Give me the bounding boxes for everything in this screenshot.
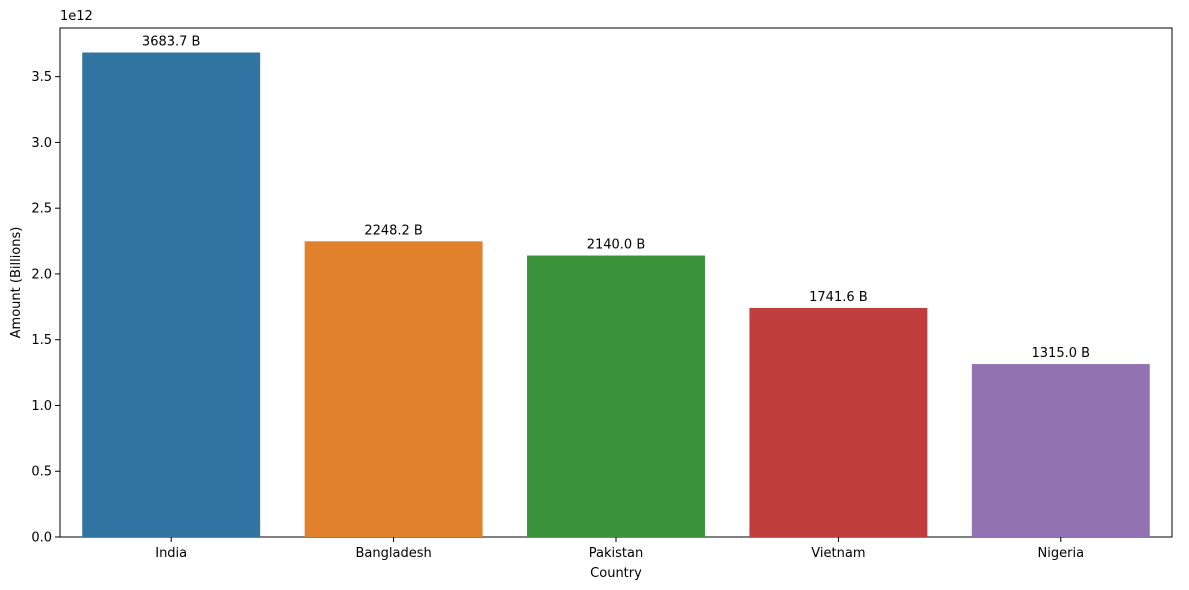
y-tick-label: 0.0 xyxy=(31,531,52,546)
y-axis-label: Amount (Billions) xyxy=(9,227,24,339)
x-tick-label: Pakistan xyxy=(589,546,643,561)
bar-nigeria xyxy=(971,364,1150,537)
y-tick-label: 0.5 xyxy=(31,465,52,480)
bar-bangladesh xyxy=(304,241,483,537)
bar-india xyxy=(82,52,261,537)
y-tick-label: 3.5 xyxy=(31,70,52,85)
data-label-pakistan: 2140.0 B xyxy=(587,238,646,253)
y-axis: 0.0 0.5 1.0 1.5 2.0 2.5 3.0 3.5 xyxy=(31,70,60,546)
x-axis-label: Country xyxy=(590,566,642,581)
data-label-india: 3683.7 B xyxy=(142,35,201,50)
x-tick-label: Bangladesh xyxy=(355,546,431,561)
x-tick-label: Vietnam xyxy=(811,546,865,561)
y-tick-label: 2.0 xyxy=(31,267,52,282)
bar-vietnam xyxy=(749,307,928,537)
y-tick-label: 3.0 xyxy=(31,136,52,151)
data-label-nigeria: 1315.0 B xyxy=(1032,346,1091,361)
y-tick-label: 2.5 xyxy=(31,202,52,217)
x-tick-label: India xyxy=(155,546,187,561)
x-tick-label: Nigeria xyxy=(1038,546,1085,561)
x-axis: India Bangladesh Pakistan Vietnam Nigeria xyxy=(155,537,1084,561)
y-tick-label: 1.0 xyxy=(31,399,52,414)
y-axis-offset-label: 1e12 xyxy=(60,9,93,24)
bar-pakistan xyxy=(527,255,705,538)
data-label-bangladesh: 2248.2 B xyxy=(364,223,423,238)
y-tick-label: 1.5 xyxy=(31,333,52,348)
bars xyxy=(82,52,1150,538)
data-label-vietnam: 1741.6 B xyxy=(809,290,868,305)
data-labels: 3683.7 B 2248.2 B 2140.0 B 1741.6 B 1315.0 B xyxy=(142,35,1090,362)
